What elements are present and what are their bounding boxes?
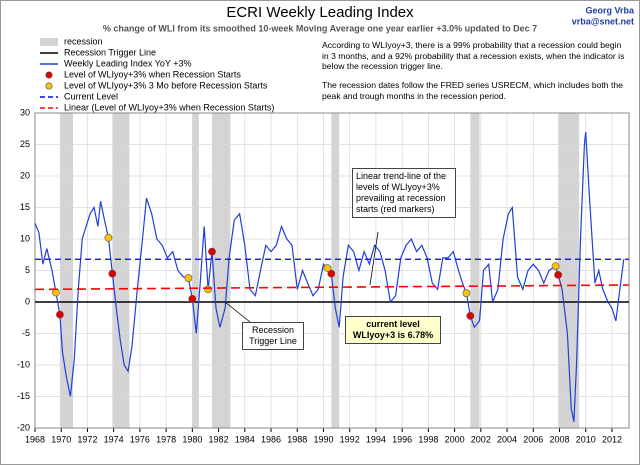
- x-tick-label: 2012: [602, 434, 622, 444]
- x-tick-label: 1978: [156, 434, 176, 444]
- marker: [327, 269, 336, 278]
- x-tick-label: 1972: [77, 434, 97, 444]
- annotation-line: WLIyoy+3 is 6.78%: [352, 330, 434, 340]
- y-tick-label: -10: [17, 359, 30, 369]
- marker: [56, 310, 64, 319]
- y-tick-label: 25: [20, 139, 30, 149]
- x-tick-label: 1982: [209, 434, 229, 444]
- x-tick-label: 1986: [261, 434, 281, 444]
- x-tick-label: 1992: [340, 434, 360, 444]
- annotation-arrow: [224, 301, 251, 323]
- credit: Georg Vrba: [585, 5, 635, 15]
- legend-label: Recession Trigger Line: [64, 47, 156, 57]
- x-tick-label: 1976: [130, 434, 150, 444]
- marker: [188, 294, 197, 303]
- y-tick-label: 20: [20, 170, 30, 180]
- marker: [104, 233, 113, 242]
- x-tick-label: 1970: [51, 434, 71, 444]
- marker: [554, 271, 563, 279]
- x-tick-label: 2008: [549, 434, 569, 444]
- chart-subtitle: % change of WLI from its smoothed 10-wee…: [103, 23, 537, 33]
- x-tick-label: 1990: [313, 434, 333, 444]
- marker: [466, 311, 475, 320]
- plot-frame: [34, 112, 630, 429]
- y-tick-label: 30: [20, 107, 30, 117]
- marker: [462, 289, 471, 298]
- x-tick-label: 1998: [418, 434, 438, 444]
- annotation-arrow: [369, 231, 379, 286]
- marker: [108, 269, 117, 278]
- y-tick-label: 5: [25, 265, 30, 275]
- marker: [204, 285, 212, 294]
- legend-swatch: [45, 82, 53, 90]
- note: According to WLIyoy+3, there is a 99% pr…: [322, 40, 625, 71]
- x-tick-label: 1994: [366, 434, 386, 444]
- marker: [184, 274, 193, 282]
- x-tick-label: 2006: [523, 434, 543, 444]
- legend-label: Weekly Leading Index YoY +3%: [64, 58, 192, 68]
- x-tick-label: 1980: [182, 434, 202, 444]
- y-tick-label: -5: [22, 328, 30, 338]
- legend-label: Linear (Level of WLIyoy+3% when Recessio…: [64, 102, 274, 112]
- y-tick-label: 0: [25, 296, 30, 306]
- y-tick-label: 10: [20, 233, 30, 243]
- x-tick-label: 2000: [445, 434, 465, 444]
- x-tick-label: 1984: [235, 434, 255, 444]
- annotation: Recession Trigger Line: [242, 322, 304, 350]
- marker: [208, 247, 216, 256]
- x-tick-label: 1968: [25, 434, 45, 444]
- y-tick-label: -15: [17, 391, 30, 401]
- x-tick-label: 1974: [104, 434, 124, 444]
- series-line: [34, 284, 630, 291]
- legend-label: recession: [64, 36, 103, 46]
- x-tick-label: 1996: [392, 434, 412, 444]
- legend-label: Current Level: [64, 91, 118, 101]
- legend-label: Level of WLIyoy+3% 3 Mo before Recession…: [64, 80, 268, 90]
- annotation: current level WLIyoy+3 is 6.78%: [345, 316, 441, 344]
- y-tick-label: -20: [17, 422, 30, 432]
- annotation: Linear trend-line of the levels of WLIyo…: [352, 168, 456, 218]
- legend-label: Level of WLIyoy+3% when Recession Starts: [64, 69, 241, 79]
- x-tick-label: 2004: [497, 434, 517, 444]
- annotation-line: current level: [366, 319, 420, 329]
- marker: [323, 264, 332, 272]
- marker: [551, 262, 560, 270]
- legend-swatch: [45, 71, 53, 79]
- x-tick-label: 1988: [287, 434, 307, 444]
- x-tick-label: 2010: [576, 434, 596, 444]
- credit: vrba@snet.net: [572, 16, 634, 26]
- legend-swatch: [40, 38, 58, 46]
- x-tick-label: 2002: [471, 434, 491, 444]
- y-tick-label: 15: [20, 202, 30, 212]
- note: The recession dates follow the FRED seri…: [322, 80, 623, 101]
- chart-title: ECRI Weekly Leading Index: [226, 4, 414, 21]
